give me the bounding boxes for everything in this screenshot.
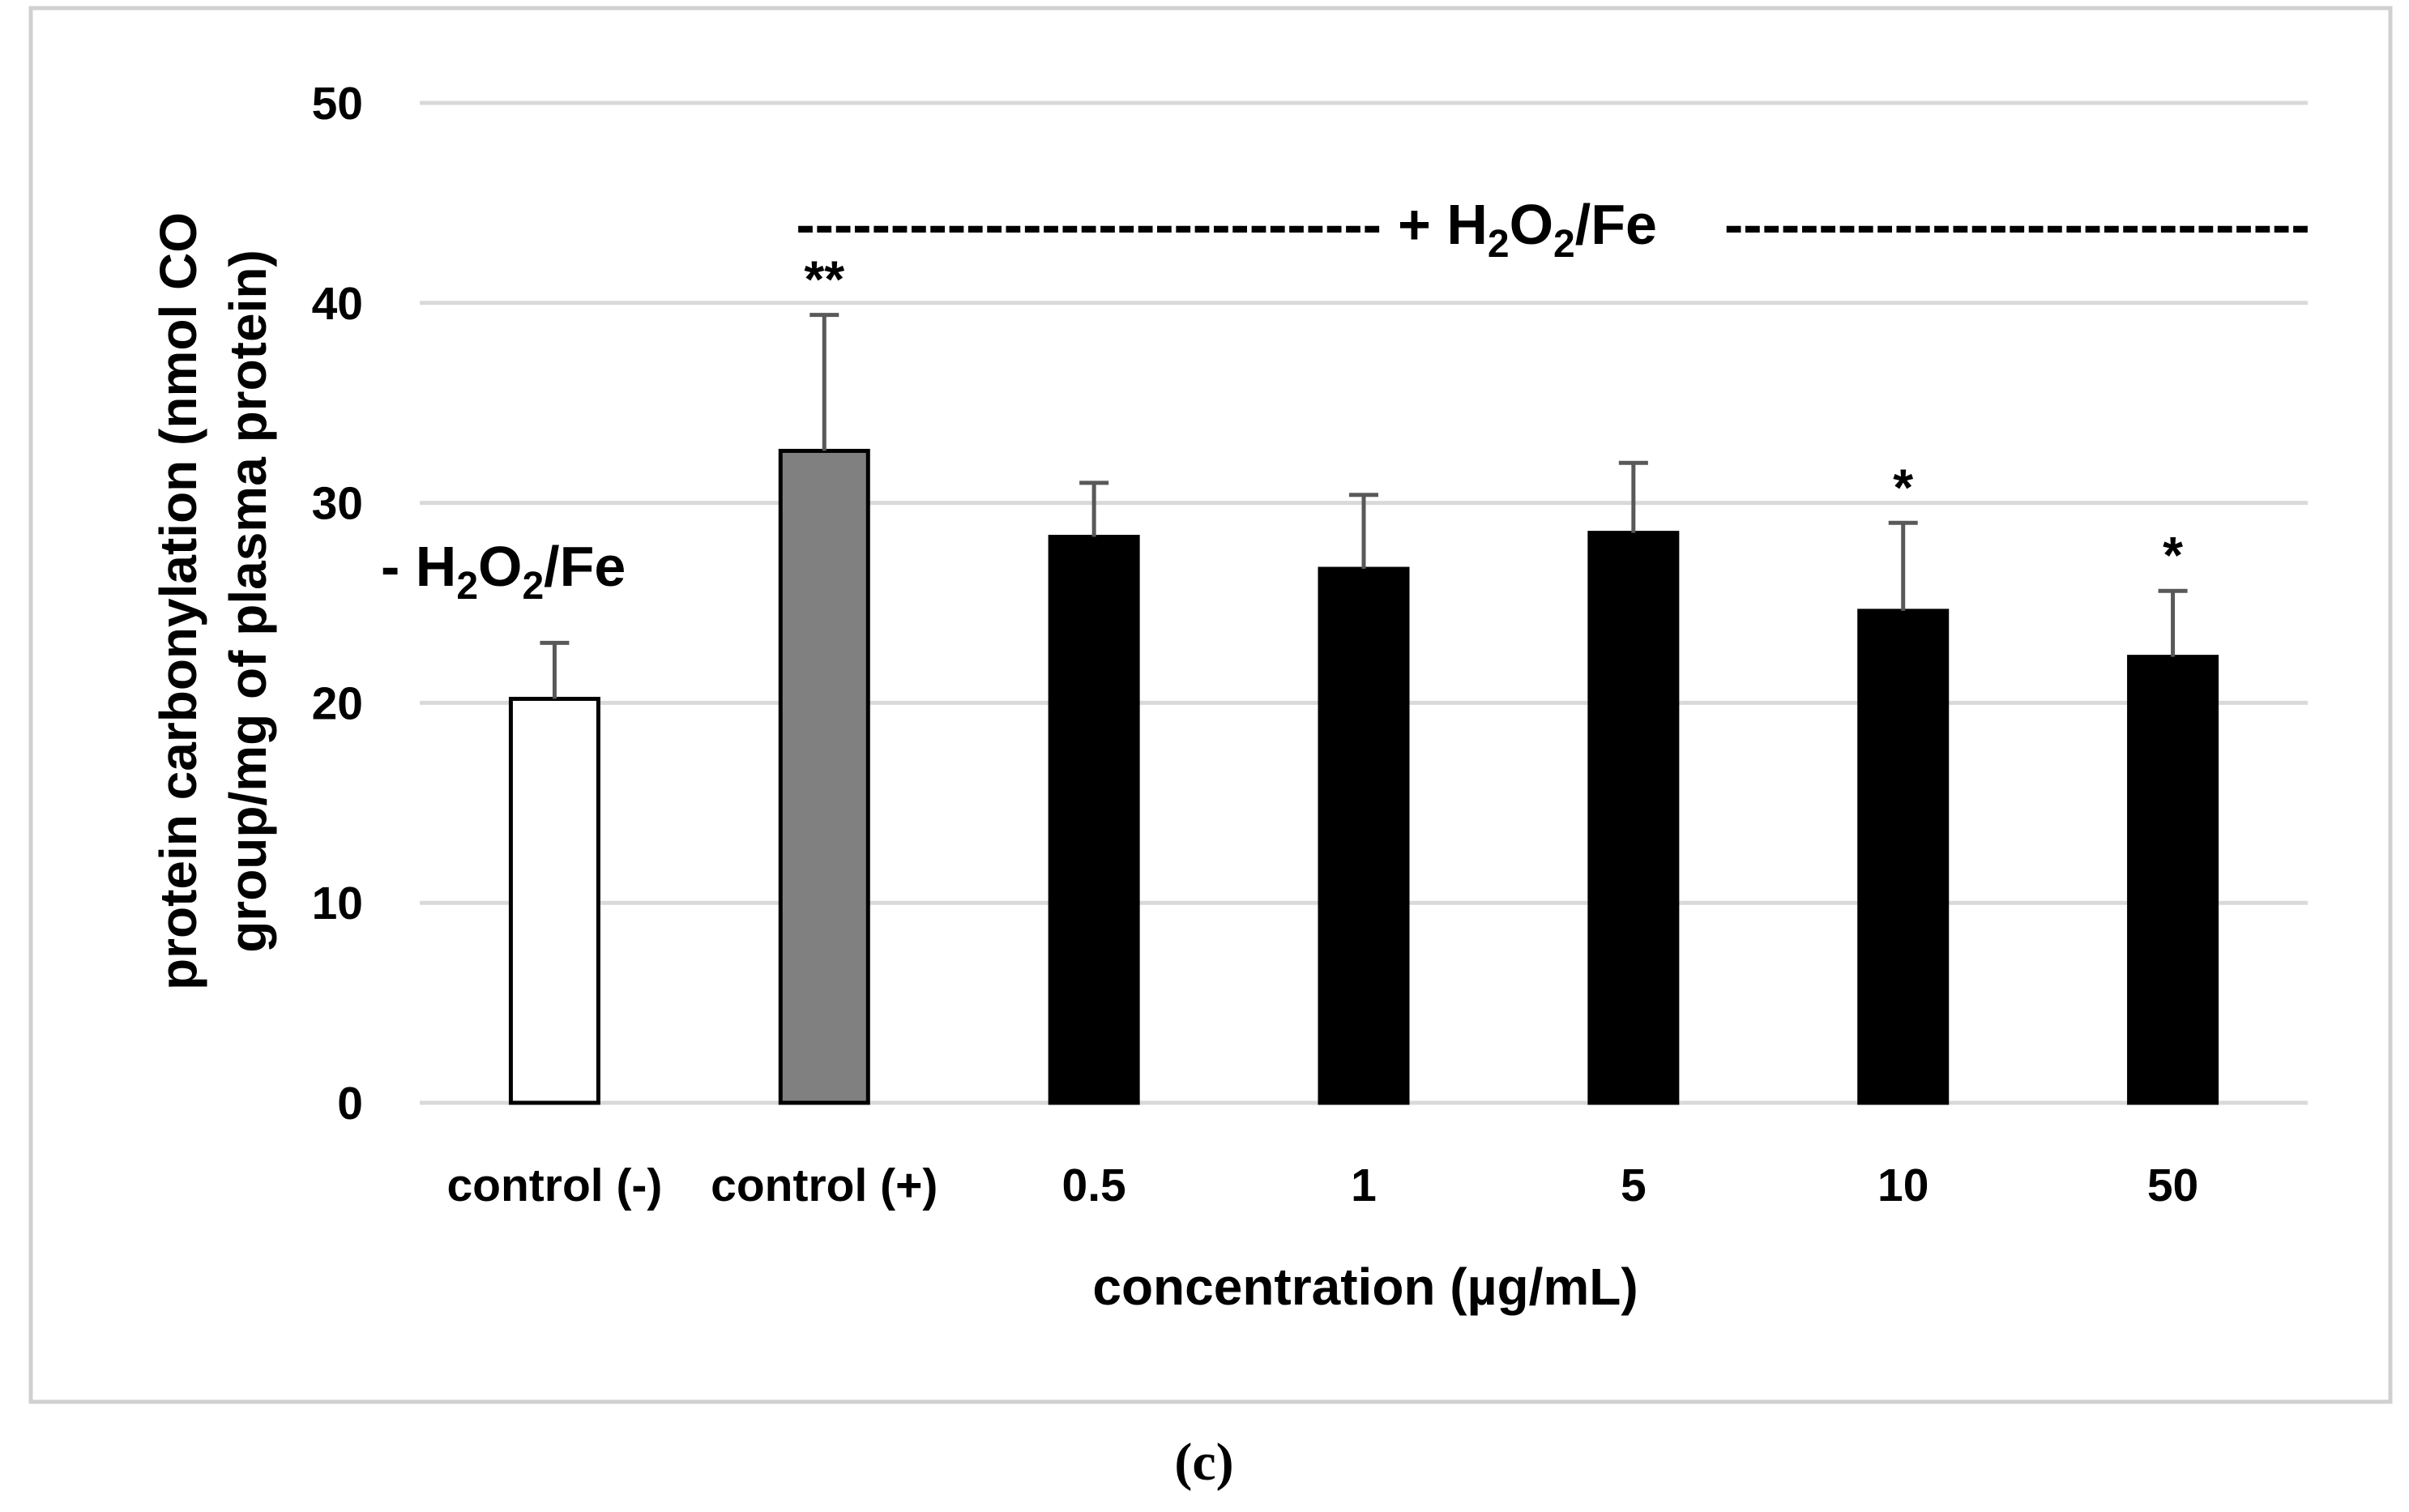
significance-markers: ****	[804, 250, 2183, 585]
annotation-dashes-left: -------------------------------	[796, 193, 1382, 256]
gridlines	[420, 100, 2308, 1105]
bar-control	[508, 696, 600, 1105]
y-axis-ticks: 0 10 20 30 40 50	[312, 78, 363, 1130]
bar-1	[1318, 566, 1410, 1105]
bar-0-5	[1048, 535, 1140, 1105]
x-tick-label-0-5: 0.5	[1062, 1160, 1126, 1211]
y-tick-label-30: 30	[312, 478, 363, 530]
x-tick-label-1: 1	[1351, 1160, 1377, 1211]
bar-5	[1587, 531, 1680, 1105]
x-tick-label-10: 10	[1877, 1160, 1928, 1211]
annotation-plus-h2o2-fe: + H2O2/Fe	[1398, 193, 1657, 266]
bar-50	[2127, 655, 2219, 1105]
x-axis-ticks: control (-) control (+) 0.5 1 5 10 50	[446, 1160, 2198, 1211]
x-tick-label-50: 50	[2147, 1160, 2198, 1211]
x-tick-label-control: control (+)	[711, 1160, 938, 1211]
y-tick-label-40: 40	[312, 278, 363, 330]
error-bars	[540, 313, 2188, 699]
y-tick-label-0: 0	[337, 1078, 363, 1130]
x-axis-title: concentration (µg/mL)	[1092, 1258, 1638, 1316]
significance-10: *	[1893, 458, 1913, 516]
bars	[508, 448, 2219, 1105]
x-tick-label-5: 5	[1621, 1160, 1647, 1211]
x-tick-label-control: control (-)	[446, 1160, 662, 1211]
significance-control: **	[804, 250, 844, 309]
significance-50: *	[2163, 526, 2183, 584]
y-axis-title-line2: group/mg of plasma protein)	[219, 250, 277, 953]
y-tick-label-20: 20	[312, 677, 363, 729]
annotation-minus-h2o2-fe: - H2O2/Fe	[381, 535, 626, 608]
y-axis-title-line1: protein carbonylation (nmol CO	[149, 212, 207, 990]
annotation-dashes-right: -------------------------------	[1724, 193, 2310, 256]
y-tick-label-10: 10	[312, 878, 363, 929]
bar-control	[778, 448, 870, 1105]
bar-10	[1857, 609, 1950, 1105]
figure-caption: (c)	[1174, 1433, 1233, 1492]
y-tick-label-50: 50	[312, 78, 363, 130]
chart-frame	[28, 6, 2393, 1404]
